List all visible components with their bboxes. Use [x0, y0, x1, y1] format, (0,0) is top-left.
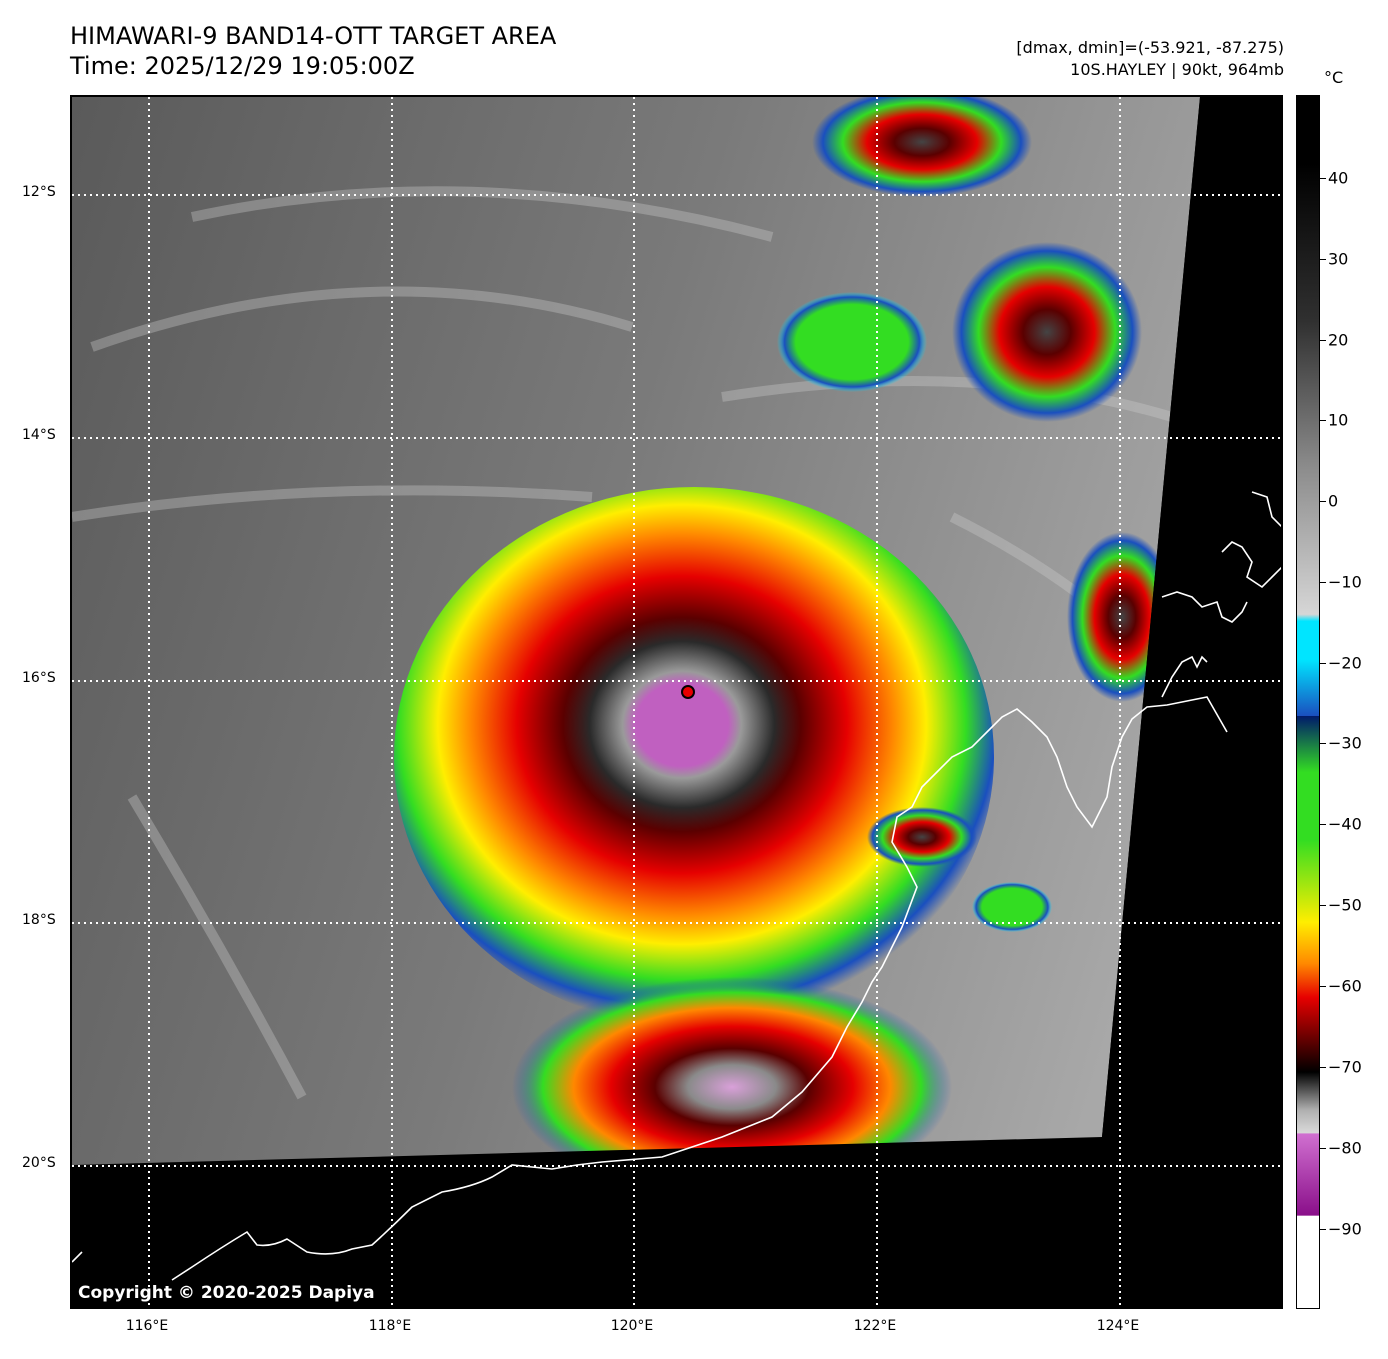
colorbar-unit: °C — [1324, 68, 1344, 87]
copyright-notice: Copyright © 2020-2025 Dapiya — [78, 1283, 375, 1303]
colorbar-label-minus50: −50 — [1328, 895, 1362, 915]
map-title: HIMAWARI-9 BAND14-OTT TARGET AREA — [70, 22, 557, 50]
lat-label-16s: 16°S — [22, 670, 56, 686]
colorbar-label-minus30: −30 — [1328, 733, 1362, 753]
no-data-region-south — [72, 1137, 1102, 1307]
colorbar-label-40: 40 — [1328, 168, 1349, 188]
colorbar-label-10: 10 — [1328, 410, 1349, 430]
observation-time: Time: 2025/12/29 19:05:00Z — [70, 52, 415, 80]
satellite-imagery — [72, 97, 1281, 1307]
colorbar-label-minus90: −90 — [1328, 1219, 1362, 1239]
lon-label-116e: 116°E — [125, 1318, 169, 1334]
colorbar-label-minus80: −80 — [1328, 1138, 1362, 1158]
colorbar-label-20: 20 — [1328, 330, 1349, 350]
storm-cloud-shield — [394, 487, 994, 1027]
colorbar-label-30: 30 — [1328, 249, 1349, 269]
graticule — [72, 97, 1281, 1307]
colorbar-label-minus40: −40 — [1328, 814, 1362, 834]
no-data-region-east — [1102, 97, 1281, 1307]
temperature-colorbar — [1296, 95, 1320, 1309]
colorbar-label-minus20: −20 — [1328, 653, 1362, 673]
colorbar-gradient — [1297, 96, 1319, 1308]
colorbar-label-minus70: −70 — [1328, 1057, 1362, 1077]
lat-label-12s: 12°S — [22, 184, 56, 200]
storm-info: 10S.HAYLEY | 90kt, 964mb — [1070, 60, 1284, 79]
colorbar-label-minus10: −10 — [1328, 572, 1362, 592]
satellite-map: Copyright © 2020-2025 Dapiya — [70, 95, 1283, 1309]
colorbar-label-minus60: −60 — [1328, 976, 1362, 996]
lon-label-122e: 122°E — [853, 1318, 897, 1334]
coastline — [72, 491, 1281, 1281]
lon-label-118e: 118°E — [368, 1318, 412, 1334]
lon-label-124e: 124°E — [1096, 1318, 1140, 1334]
lon-label-120e: 120°E — [610, 1318, 654, 1334]
dmax-dmin-readout: [dmax, dmin]=(-53.921, -87.275) — [1016, 38, 1284, 57]
lat-label-18s: 18°S — [22, 912, 56, 928]
lat-label-14s: 14°S — [22, 427, 56, 443]
colorbar-label-0: 0 — [1328, 491, 1339, 511]
storm-eye — [681, 685, 695, 699]
lat-label-20s: 20°S — [22, 1155, 56, 1171]
